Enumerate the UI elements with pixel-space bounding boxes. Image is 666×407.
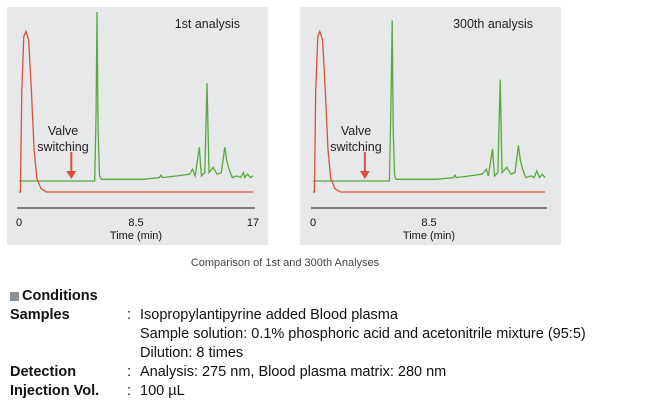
condition-label: Injection Vol. [10, 383, 100, 399]
x-axis-label: Time (min) [109, 230, 163, 242]
valve-switching-label: Valve switching [314, 123, 398, 155]
condition-value: Analysis: 275 nm, Blood plasma matrix: 2… [140, 363, 446, 382]
x-tick-label: 0 [15, 217, 23, 229]
colon: : [127, 307, 132, 323]
analysis-trace [19, 11, 254, 182]
colon: : [127, 364, 132, 380]
annotation-line1: Valve [47, 124, 79, 138]
figure-caption: Comparison of 1st and 300th Analyses [190, 257, 380, 269]
matrix-trace [19, 29, 253, 193]
heading-text: Conditions [22, 288, 98, 304]
condition-row: Injection Vol.:100 µL [10, 382, 586, 401]
chart-title: 1st analysis [174, 17, 240, 31]
x-tick-label: 8.5 [421, 217, 437, 229]
x-tick-label: 8.5 [128, 217, 144, 229]
condition-value: Isopropylantipyrine added Blood plasma Sa… [140, 306, 586, 363]
condition-value-line: Sample solution: 0.1% phosphoric acid an… [140, 326, 586, 342]
condition-row: Samples: Isopropylantipyrine added Blood … [10, 306, 586, 363]
analysis-trace [313, 20, 546, 182]
annotation-line2: switching [37, 140, 89, 154]
x-tick-label: 0 [309, 217, 317, 229]
chart-panel-300th: 300th analysis Valve switching 0 8.5 Time… [300, 7, 561, 245]
down-arrow-icon [359, 171, 370, 179]
x-tick-label: 17 [246, 217, 260, 229]
down-arrow-icon [66, 171, 77, 179]
square-bullet-icon [10, 292, 19, 301]
annotation-line1: Valve [340, 124, 372, 138]
valve-switching-label: Valve switching [21, 123, 105, 155]
condition-value: 100 µL [140, 382, 185, 401]
condition-label: Detection [10, 364, 77, 380]
matrix-trace [313, 29, 545, 193]
chart-title: 300th analysis [453, 17, 533, 31]
conditions-heading: Conditions [10, 287, 586, 306]
condition-value-line: Analysis: 275 nm, Blood plasma matrix: 2… [140, 364, 447, 380]
chart-panel-1st: 1st analysis Valve switching 0 8.5 17 Tim… [7, 7, 268, 245]
annotation-line2: switching [330, 140, 382, 154]
condition-row: Detection: Analysis: 275 nm, Blood plasma… [10, 363, 586, 382]
condition-value-line: Dilution: 8 times [140, 345, 244, 361]
x-axis-label: Time (min) [402, 230, 456, 242]
chromatogram-300th [311, 20, 547, 209]
conditions-section: Conditions Samples: Isopropylantipyrine a… [10, 287, 586, 401]
colon: : [127, 383, 132, 399]
condition-value-line: Isopropylantipyrine added Blood plasma [140, 307, 398, 323]
condition-value-line: 100 µL [140, 383, 185, 399]
condition-label: Samples [10, 307, 70, 323]
chromatogram-1st [17, 11, 255, 209]
